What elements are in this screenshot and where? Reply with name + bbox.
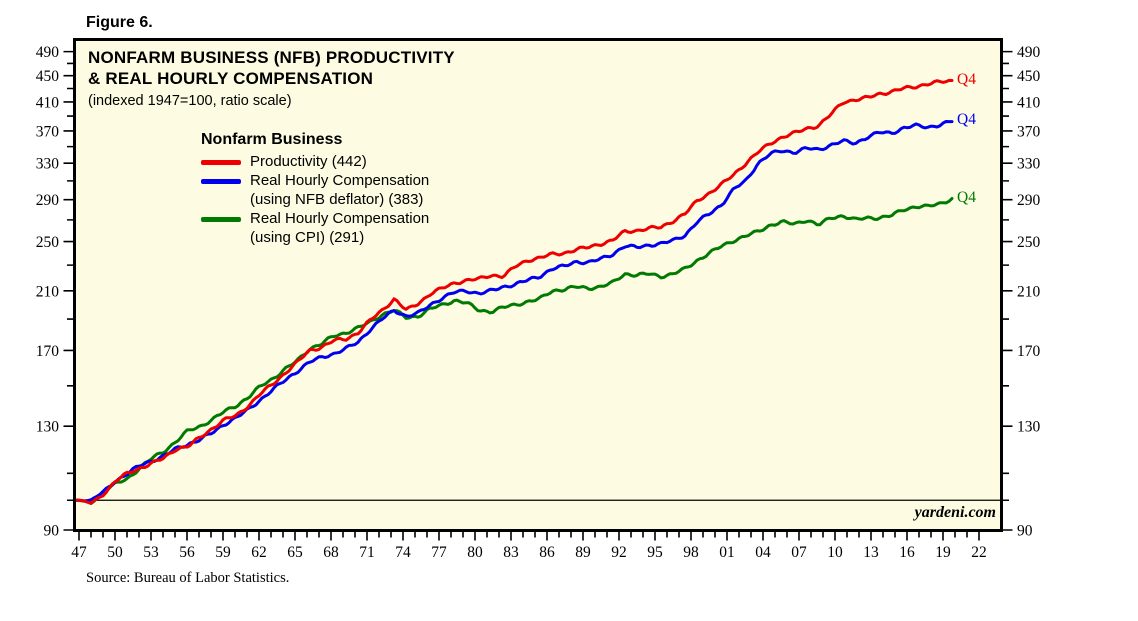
legend-item-rhc-cpi: Real Hourly Compensation (using CPI) (29… (201, 209, 429, 247)
svg-text:290: 290 (1017, 192, 1041, 209)
svg-text:410: 410 (1017, 94, 1041, 111)
svg-text:53: 53 (143, 544, 159, 561)
legend-label: (using NFB deflator) (383) (250, 191, 424, 208)
svg-text:410: 410 (36, 94, 60, 111)
svg-text:330: 330 (1017, 156, 1041, 173)
svg-text:04: 04 (755, 544, 771, 561)
svg-text:250: 250 (1017, 234, 1041, 251)
svg-text:71: 71 (359, 544, 375, 561)
svg-text:68: 68 (323, 544, 339, 561)
svg-text:86: 86 (539, 544, 555, 561)
svg-text:370: 370 (36, 123, 60, 140)
productivity-line-swatch (201, 160, 241, 165)
legend-label: Real Hourly Compensation (250, 172, 430, 189)
q4-label: Q4 (957, 188, 976, 206)
source-note: Source: Bureau of Labor Statistics. (86, 570, 290, 586)
svg-text:95: 95 (647, 544, 663, 561)
rhc-cpi-line-swatch (201, 217, 241, 222)
svg-text:56: 56 (179, 544, 195, 561)
svg-text:16: 16 (899, 544, 915, 561)
svg-text:19: 19 (935, 544, 951, 561)
svg-text:89: 89 (575, 544, 591, 561)
svg-text:74: 74 (395, 544, 411, 561)
svg-text:450: 450 (1017, 68, 1041, 85)
svg-text:98: 98 (683, 544, 699, 561)
svg-text:290: 290 (36, 192, 60, 209)
svg-text:59: 59 (215, 544, 231, 561)
chart-title-line2: & REAL HOURLY COMPENSATION (88, 69, 374, 88)
svg-text:07: 07 (791, 544, 807, 561)
legend-label: Real Hourly Compensation (250, 210, 430, 227)
legend-item-rhc-nfb-deflator: Real Hourly Compensation (using NFB defl… (201, 171, 429, 209)
svg-text:90: 90 (44, 523, 60, 540)
svg-text:170: 170 (36, 343, 60, 360)
svg-text:170: 170 (1017, 343, 1041, 360)
svg-text:50: 50 (107, 544, 123, 561)
yardeni-watermark: yardeni.com (914, 504, 996, 521)
svg-text:210: 210 (1017, 283, 1041, 300)
legend-header: Nonfarm Business (201, 131, 343, 148)
svg-text:490: 490 (36, 44, 60, 61)
figure-label: Figure 6. (86, 14, 153, 31)
rhc-nfb-line-swatch (201, 179, 241, 184)
svg-text:10: 10 (827, 544, 843, 561)
chart-subtitle: (indexed 1947=100, ratio scale) (88, 93, 292, 109)
svg-text:130: 130 (36, 419, 60, 436)
svg-text:330: 330 (36, 156, 60, 173)
svg-text:62: 62 (251, 544, 267, 561)
q4-label: Q4 (957, 111, 976, 129)
svg-text:250: 250 (36, 234, 60, 251)
svg-text:47: 47 (71, 544, 87, 561)
q4-label: Q4 (957, 70, 976, 88)
svg-text:65: 65 (287, 544, 303, 561)
svg-text:01: 01 (719, 544, 735, 561)
legend: Nonfarm Business Productivity (442) Real… (201, 131, 429, 247)
legend-label: Productivity (442) (250, 153, 367, 170)
svg-text:92: 92 (611, 544, 627, 561)
legend-item-productivity: Productivity (442) (201, 152, 429, 171)
svg-text:210: 210 (36, 283, 60, 300)
svg-text:450: 450 (36, 68, 60, 85)
chart-title-line1: NONFARM BUSINESS (NFB) PRODUCTIVITY (88, 48, 455, 67)
svg-text:490: 490 (1017, 44, 1041, 61)
svg-text:13: 13 (863, 544, 879, 561)
svg-text:83: 83 (503, 544, 519, 561)
svg-text:80: 80 (467, 544, 483, 561)
legend-label: (using CPI) (291) (250, 229, 365, 246)
svg-text:130: 130 (1017, 419, 1041, 436)
chart-title: NONFARM BUSINESS (NFB) PRODUCTIVITY & RE… (88, 47, 455, 112)
svg-text:90: 90 (1017, 523, 1033, 540)
svg-text:77: 77 (431, 544, 447, 561)
svg-text:22: 22 (971, 544, 987, 561)
svg-text:370: 370 (1017, 123, 1041, 140)
